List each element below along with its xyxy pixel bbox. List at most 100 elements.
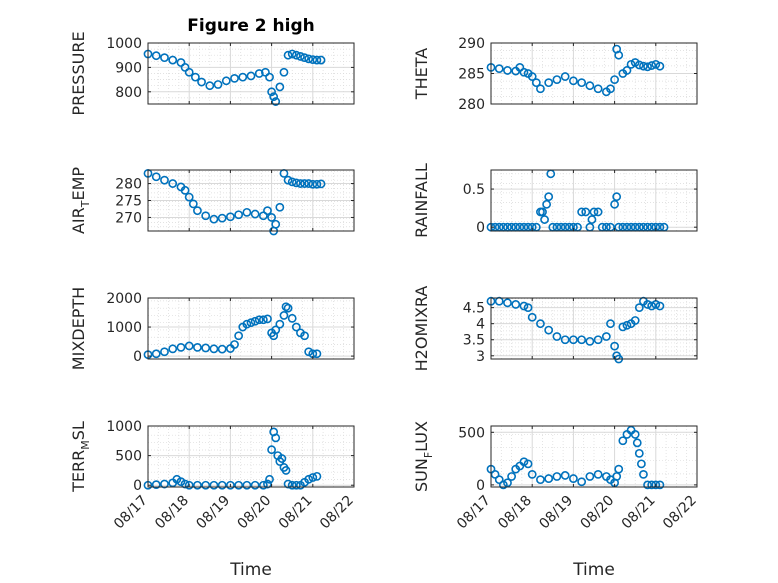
data-point — [160, 479, 169, 489]
data-point — [225, 480, 235, 490]
data-point — [618, 322, 628, 332]
data-point — [544, 78, 554, 88]
data-point — [523, 303, 533, 313]
data-point — [267, 445, 276, 455]
data-point — [587, 215, 597, 224]
data-point — [168, 55, 178, 65]
data-point — [234, 480, 244, 490]
y-tick-label: 0 — [476, 478, 485, 494]
data-point — [205, 81, 215, 91]
data-point — [647, 480, 657, 490]
y-tick-label: 800 — [115, 85, 142, 101]
data-point — [308, 55, 318, 64]
data-point — [265, 72, 274, 82]
data-point — [250, 316, 260, 326]
y-tick-label: 1000 — [106, 320, 142, 336]
data-point — [168, 344, 178, 354]
data-point — [316, 55, 326, 65]
data-point — [193, 206, 202, 216]
data-point — [188, 199, 198, 209]
data-point — [519, 301, 529, 311]
data-point — [639, 61, 648, 71]
data-point — [655, 480, 665, 490]
subplot-6: 33.544.5 H2OMIXRA — [412, 286, 698, 372]
data-point — [531, 78, 541, 88]
data-point — [643, 480, 652, 490]
data-point — [277, 454, 287, 463]
data-point — [585, 336, 595, 346]
subplot-8: 08/17 08/18 08/19 08/20 08/21 08/22 0 500 SUNFLU… — [412, 421, 700, 532]
data-point — [655, 61, 665, 71]
data-point — [283, 303, 293, 313]
y-tick-label: 1000 — [106, 419, 142, 435]
y-axis-label: SUNFLUX — [412, 421, 435, 492]
data-point — [271, 433, 281, 443]
subplot-4: 0 0.5 RAINFALL — [412, 163, 698, 238]
y-tick-label: 280 — [458, 97, 485, 113]
data-point — [230, 340, 239, 349]
series — [143, 49, 326, 106]
data-point — [622, 66, 632, 75]
y-tick-label: 4 — [476, 317, 485, 333]
data-point — [316, 179, 326, 189]
data-point — [581, 207, 591, 217]
x-tick-label: 08/20 — [578, 493, 618, 533]
series — [486, 44, 665, 97]
data-point — [258, 480, 268, 490]
y-tick-label: 500 — [115, 449, 142, 465]
data-point — [490, 469, 500, 479]
data-point — [217, 344, 227, 354]
data-point — [151, 349, 161, 359]
y-tick-label: 0.5 — [463, 182, 485, 198]
y-axis-label: H2OMIXRA — [412, 286, 431, 372]
y-tick-label: 1000 — [106, 36, 142, 52]
minor-grid — [148, 426, 354, 488]
data-point — [234, 210, 244, 220]
data-point — [593, 84, 603, 94]
data-point — [265, 474, 274, 484]
data-point — [217, 213, 227, 223]
data-point — [304, 347, 314, 357]
subplot-7: 08/17 08/18 08/19 08/20 08/21 08/22 0 500 1000 TE… — [69, 419, 357, 532]
data-point — [507, 472, 516, 481]
data-point — [632, 438, 642, 448]
data-point — [168, 179, 178, 188]
data-point — [193, 480, 202, 490]
y-axis-label: TERRMSL — [69, 421, 92, 493]
subplot-2: 280 285 290 THETA — [412, 36, 698, 113]
data-point — [291, 480, 301, 490]
data-point — [647, 301, 657, 311]
data-point — [527, 72, 537, 81]
data-point — [634, 448, 644, 458]
data-point — [544, 325, 554, 335]
data-point — [151, 480, 161, 490]
data-point — [593, 207, 603, 217]
data-point — [527, 312, 537, 322]
data-point — [271, 219, 281, 229]
data-point — [271, 97, 281, 106]
data-point — [606, 84, 615, 94]
x-tick-label: 08/22 — [317, 493, 357, 533]
data-point — [304, 474, 314, 484]
y-axis-label: MIXDEPTH — [69, 287, 88, 370]
axes-box — [147, 297, 355, 360]
data-point — [234, 331, 244, 341]
y-tick-label: 4.5 — [463, 301, 485, 317]
figure-title: Figure 2 high — [187, 16, 315, 36]
data-point — [536, 475, 545, 485]
data-point — [643, 62, 652, 72]
data-point — [184, 67, 194, 77]
y-tick-label: 0 — [133, 349, 142, 365]
x-tick-label: 08/19 — [536, 493, 576, 533]
data-point — [300, 53, 309, 63]
y-tick-label: 3 — [476, 349, 485, 365]
data-point — [304, 54, 314, 64]
data-point — [544, 192, 554, 202]
data-point — [560, 335, 570, 345]
data-point — [209, 344, 219, 354]
data-point — [593, 335, 603, 345]
x-tick-label: 08/17 — [454, 493, 494, 533]
data-point — [275, 82, 285, 92]
data-point — [577, 477, 587, 487]
